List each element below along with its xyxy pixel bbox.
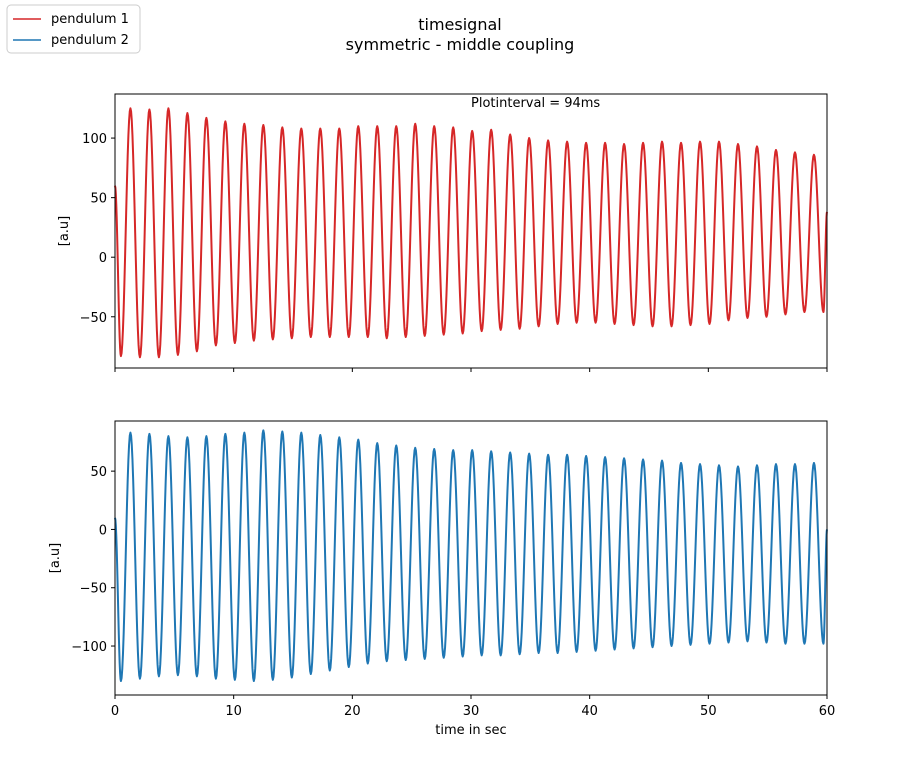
series-line — [114, 107, 828, 359]
y-tick-label: 100 — [82, 132, 107, 147]
y-tick-label: 50 — [90, 465, 107, 480]
subplot-pendulum-1: −50 0 50 100 [a.u] Plotinterval = 94ms — [57, 93, 828, 372]
legend-frame — [6, 4, 141, 54]
chart-subtitle: symmetric - middle coupling — [346, 35, 575, 54]
x-tick-label: 20 — [344, 704, 361, 719]
x-axis-label: time in sec — [435, 723, 506, 738]
legend-label-pendulum-1: pendulum 1 — [51, 12, 129, 27]
subplot-pendulum-2: −100 −50 0 50 0 10 20 30 40 50 60 [a.u] time in s… — [48, 420, 835, 738]
x-tick-label: 10 — [225, 704, 242, 719]
y-label-bottom: [a.u] — [48, 543, 63, 573]
y-tick-label: 0 — [99, 523, 107, 538]
x-axis-bottom: 0 10 20 30 40 50 60 — [111, 695, 835, 719]
y-tick-label: −100 — [71, 640, 107, 655]
series-pendulum-1 — [114, 107, 828, 359]
y-tick-label: 50 — [90, 192, 107, 207]
y-tick-label: −50 — [80, 311, 107, 326]
legend-label-pendulum-2: pendulum 2 — [51, 33, 129, 48]
x-axis-top — [114, 368, 828, 372]
y-label-top: [a.u] — [57, 216, 72, 246]
x-tick-label: 40 — [581, 704, 598, 719]
x-tick-label: 30 — [463, 704, 480, 719]
x-tick-label: 0 — [111, 704, 119, 719]
y-tick-label: 0 — [99, 251, 107, 266]
y-tick-label: −50 — [80, 582, 107, 597]
plot-interval-annotation: Plotinterval = 94ms — [471, 96, 600, 111]
x-tick-label: 50 — [700, 704, 717, 719]
legend: pendulum 1 pendulum 2 — [6, 4, 141, 54]
x-tick-label: 60 — [819, 704, 836, 719]
series-pendulum-2 — [114, 429, 828, 683]
chart-title: timesignal — [418, 15, 501, 34]
y-axis-bottom: −100 −50 0 50 — [71, 465, 115, 655]
y-axis-top: −50 0 50 100 — [80, 132, 115, 326]
series-line — [114, 429, 828, 683]
